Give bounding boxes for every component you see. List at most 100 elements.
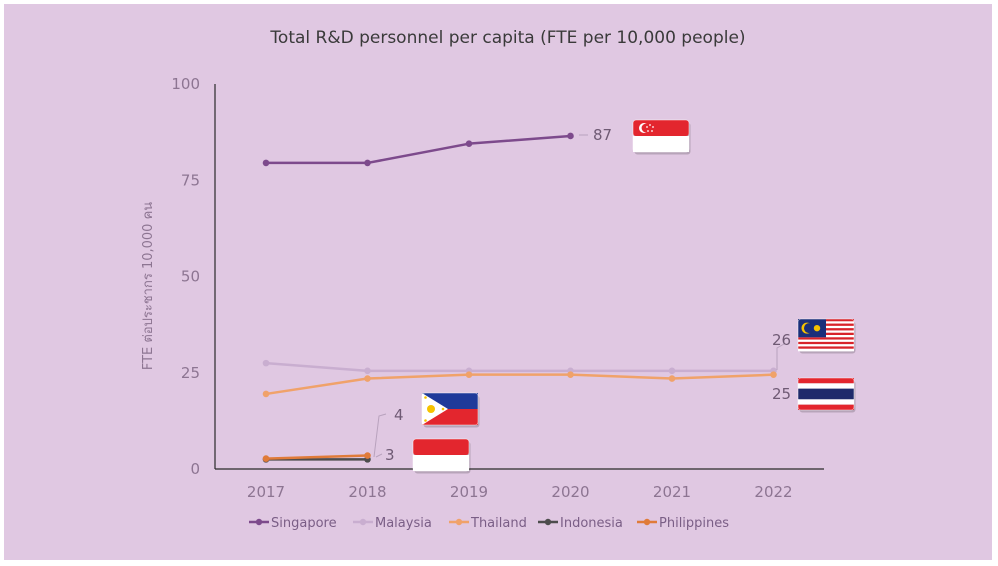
flag-star [424,419,427,422]
data-point-singapore [465,140,473,147]
data-label-philippines: 4 [394,406,404,424]
legend-label: Singapore [271,516,337,531]
data-point-thailand [262,390,270,398]
legend-swatch-point [255,518,263,526]
flag-stripe [798,337,854,340]
legend: Singapore Malaysia Thailand Indonesia Philip… [249,516,729,531]
flag-band [798,404,854,410]
flag-crescent-cut [804,323,814,334]
y-ticks: 0 25 50 75 100 [171,75,200,478]
y-axis-label: FTE ต่อประชากร 10,000 คน [141,202,156,370]
flag-stripe [798,339,854,343]
y-tick-label: 100 [171,75,200,93]
x-tick-label: 2018 [348,483,386,501]
data-point-malaysia [364,367,371,375]
flag-band [798,378,854,384]
y-tick-label: 50 [181,268,200,286]
data-point-malaysia [262,359,270,367]
flag-stripe [798,344,854,347]
leader-line-indonesia [375,453,383,458]
data-label-thailand: 25 [772,385,791,403]
flag-edge [797,377,855,411]
series-line-malaysia [264,361,775,373]
x-ticks: 2017 2018 2019 2020 2021 2022 [247,483,793,501]
x-tick-label: 2017 [247,483,285,501]
y-tick-label: 0 [190,460,200,478]
data-point-philippines [262,455,270,462]
flag-star [441,407,445,411]
flags-layer [412,119,856,474]
data-label-malaysia: 26 [772,331,791,349]
legend-swatch-point [643,518,651,526]
series-line-singapore [264,134,572,165]
chart-svg: Total R&D personnel per capita (FTE per … [141,28,856,531]
legend-item-malaysia: Malaysia [353,516,432,531]
series-singapore [262,132,574,167]
flag-stripe [798,348,854,352]
y-tick-label: 25 [181,364,200,382]
data-point-thailand [567,371,574,378]
flag-edge [421,392,479,426]
data-label-singapore: 87 [593,126,612,144]
data-label-indonesia: 3 [385,446,395,464]
flag-band [413,439,469,455]
flag-band [798,399,854,405]
legend-swatch-point [455,518,463,526]
flag-stripe [798,346,854,350]
x-tick-label: 2022 [754,483,792,501]
chart-frame: Total R&D personnel per capita (FTE per … [4,4,992,560]
data-point-thailand [668,375,676,382]
series-line-thailand [264,373,775,396]
legend-item-indonesia: Indonesia [538,516,623,531]
philippines-flag-icon [421,392,480,428]
flag-star [646,126,648,128]
data-labels: 87 26 25 4 3 [373,126,791,464]
legend-label: Malaysia [375,516,432,531]
legend-item-philippines: Philippines [637,516,729,531]
y-tick-label: 75 [181,171,200,189]
malaysia-flag-icon [797,318,856,354]
flag-star [647,130,649,132]
flag-stripe [798,341,854,345]
flag-edge [797,318,855,352]
flag-star [813,324,821,332]
legend-item-singapore: Singapore [249,516,337,531]
data-point-thailand [465,371,473,378]
legend-swatch-point [359,518,367,526]
flag-star [649,124,651,126]
series-malaysia [262,359,777,375]
leader-line-philippines [373,413,387,458]
x-tick-label: 2019 [450,483,488,501]
data-point-thailand [770,371,777,378]
legend-swatch-point [544,518,552,526]
chart-title: Total R&D personnel per capita (FTE per … [269,28,745,48]
flag-edge [412,438,470,472]
series-thailand [262,371,777,398]
data-point-singapore [364,159,371,167]
x-tick-label: 2021 [653,483,691,501]
singapore-flag-icon [632,119,691,155]
series-philippines [262,452,371,462]
indonesia-flag-icon [412,438,471,474]
flag-band [798,388,854,400]
data-point-malaysia [668,367,676,375]
data-point-singapore [262,159,270,167]
flag-band [413,455,469,471]
data-point-philippines [364,452,371,459]
flag-star [424,396,427,399]
data-point-thailand [364,375,371,382]
legend-item-thailand: Thailand [449,516,527,531]
flag-crescent-cut [641,123,651,133]
thailand-flag-icon [797,377,856,413]
legend-label: Thailand [470,516,527,531]
flag-star [652,126,654,128]
flag-band [798,383,854,389]
flag-sun [427,405,435,413]
data-point-singapore [567,132,574,140]
legend-label: Philippines [659,516,729,531]
x-tick-label: 2020 [551,483,589,501]
series-layer [262,132,777,463]
series-line-philippines [264,454,369,460]
leader-line-malaysia [776,343,785,370]
flag-band [633,136,689,152]
